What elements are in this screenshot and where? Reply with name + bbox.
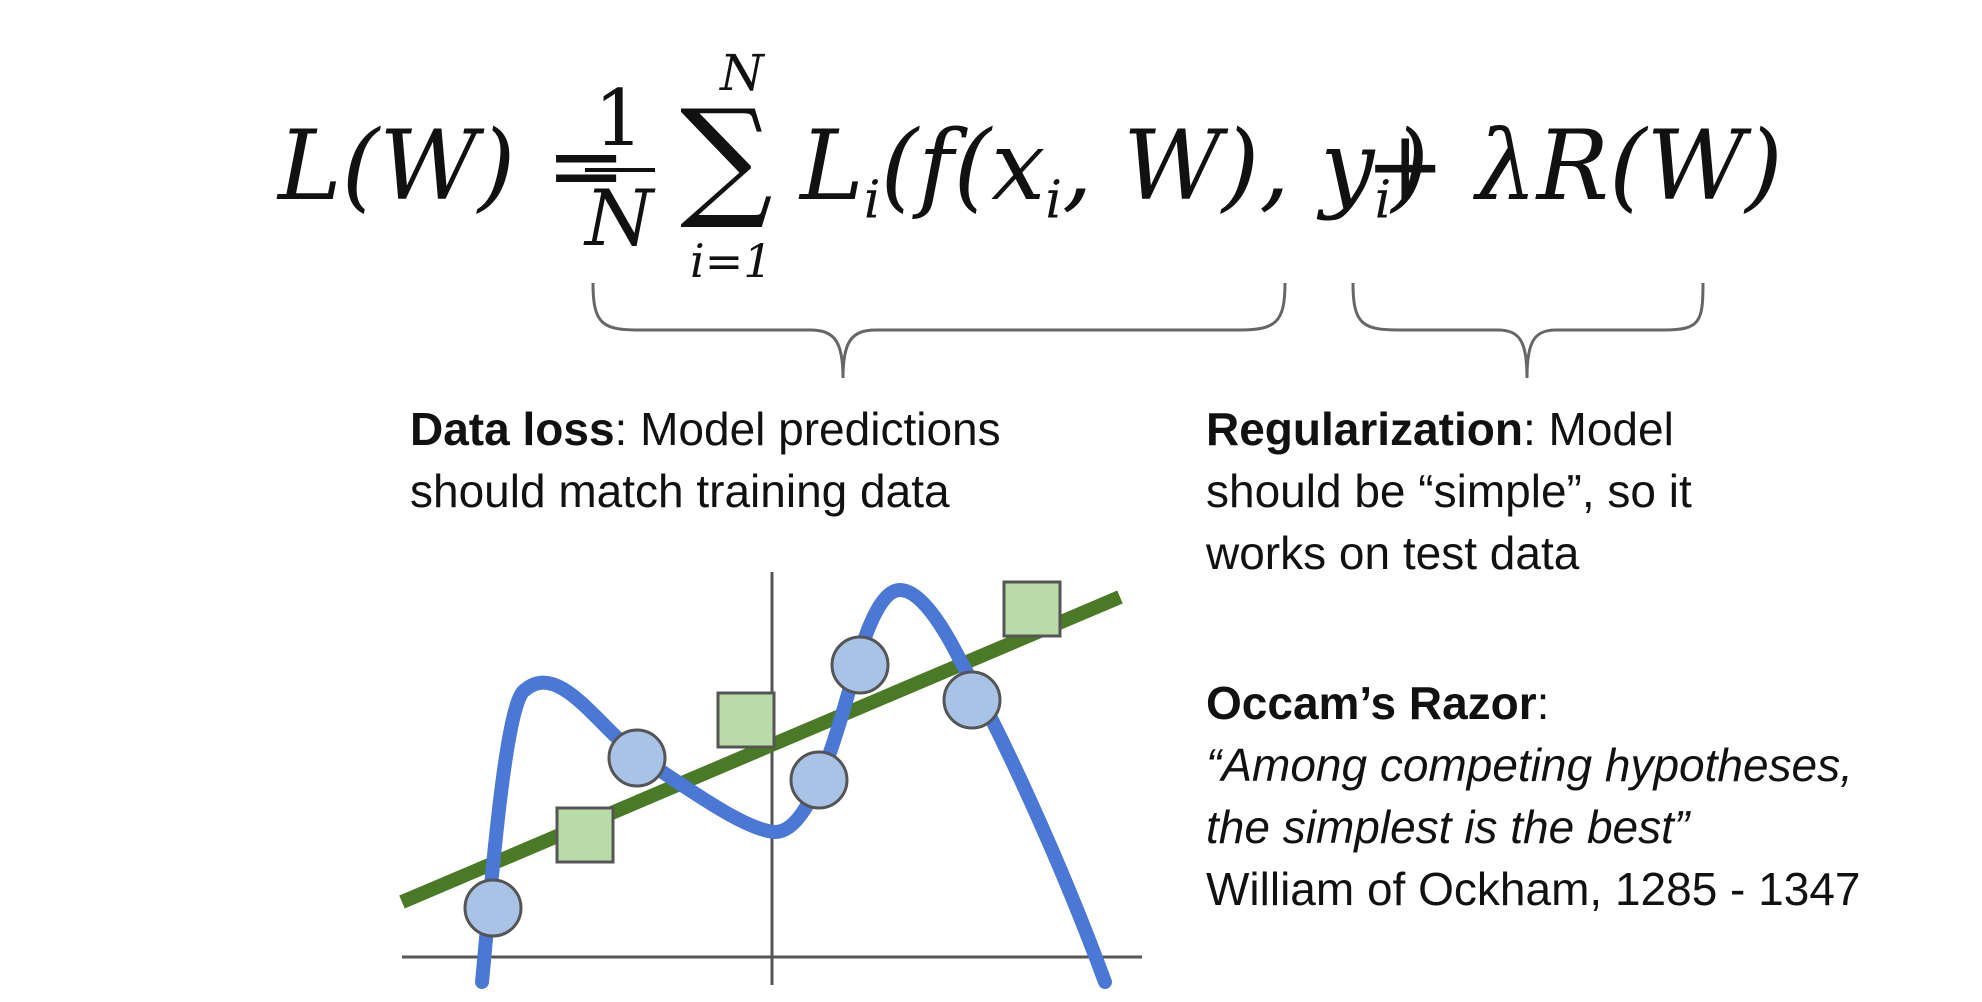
data-point-square [555, 806, 615, 864]
equation-regularization-term: + λR(W) [1365, 110, 1783, 222]
loss-args-part2: , W), y [1062, 110, 1375, 222]
data-loss-line2: should match training data [410, 465, 950, 517]
y-subscript: i [1374, 169, 1392, 231]
loss-subscript: i [863, 169, 881, 231]
fraction-numerator: 1 [594, 74, 644, 164]
summation-symbol: ∑ [680, 81, 773, 233]
equation-data-loss-term: Li(f(xi, W), yi) [800, 118, 1429, 227]
occams-razor-block: Occam’s Razor: “Among competing hypothes… [1206, 672, 1966, 920]
occam-title: Occam’s Razor [1206, 677, 1537, 729]
occam-title-line: Occam’s Razor: [1206, 672, 1966, 734]
occam-colon: : [1536, 677, 1550, 729]
sum-upper-limit: N [720, 44, 764, 102]
overfit-curve [475, 582, 1112, 989]
data-loss-description: Data loss: Model predictions should matc… [410, 398, 1130, 522]
occam-attribution: William of Ockham, 1285 - 1347 [1206, 863, 1861, 915]
loss-symbol: L [800, 110, 864, 222]
fraction-bar [585, 168, 655, 172]
simple-fit-line [399, 590, 1123, 909]
occam-quote-line1: “Among competing hypotheses, [1206, 739, 1853, 791]
fraction-denominator: N [585, 174, 654, 264]
regularization-line1: Regularization: Model [1206, 398, 1906, 460]
loss-equation: L(W) = 1 N N ∑ i=1 Li(f(xi, W), yi) + λR… [0, 0, 1982, 300]
loss-args-part1: (f(x [880, 110, 1046, 222]
x-subscript: i [1045, 169, 1063, 231]
data-point-circle [607, 728, 667, 788]
loss-args-close: ) [1391, 110, 1429, 222]
data-point-circle [463, 878, 523, 938]
data-loss-title: Data loss [410, 403, 615, 455]
sum-lower-limit: i=1 [690, 234, 773, 288]
occam-quote-line2: the simplest is the best” [1206, 801, 1690, 853]
data-loss-text1: : Model predictions [614, 403, 1001, 455]
data-loss-line1: Data loss: Model predictions [410, 398, 1130, 460]
data-point-circle [830, 635, 890, 695]
data-point-circle [789, 750, 849, 810]
regularization-text1: : Model [1522, 403, 1674, 455]
regularization-line3: works on test data [1206, 527, 1580, 579]
regularization-title: Regularization [1206, 403, 1523, 455]
regularization-description: Regularization: Model should be “simple”… [1206, 398, 1906, 584]
data-point-square [1002, 580, 1062, 638]
data-point-square [716, 691, 776, 749]
equation-lhs: L(W) = [278, 110, 627, 222]
data-point-circle [942, 670, 1002, 730]
regularization-line2: should be “simple”, so it [1206, 465, 1692, 517]
